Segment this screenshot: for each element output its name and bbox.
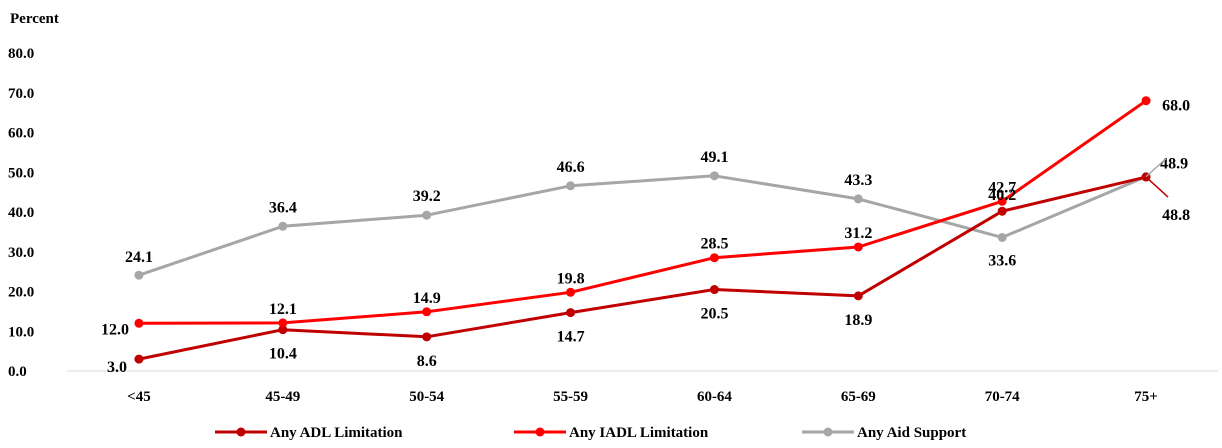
data-point [1141,96,1151,106]
legend-marker [823,427,833,437]
legend-label: Any ADL Limitation [270,425,403,441]
x-axis-ticks: <45 45-49 50-54 55-59 60-64 65-69 70-74 75+ [127,389,1158,405]
legend-marker [236,427,246,437]
data-point [853,291,863,301]
x-tick-label: 65-69 [841,389,876,405]
y-tick-label: 40.0 [8,205,34,221]
data-point [853,194,863,204]
data-point [997,196,1007,206]
data-label: 8.6 [417,353,437,370]
series-line [138,174,1147,277]
data-point [422,307,432,317]
leader-line [1145,176,1169,198]
data-point [566,181,576,191]
data-point [853,242,863,252]
data-label: 43.3 [844,172,872,189]
data-point [134,270,144,280]
data-point [709,171,719,181]
y-tick-label: 20.0 [8,285,34,301]
data-label: 18.9 [844,312,872,329]
y-tick-label: 70.0 [8,86,34,102]
data-point [997,206,1007,216]
data-point [997,232,1007,242]
x-tick-label: 50-54 [409,389,444,405]
y-axis-ticks: 0.0 10.0 20.0 30.0 40.0 50.0 60.0 70.0 80.0 [8,46,34,380]
leader-line [1145,158,1167,178]
y-tick-label: 80.0 [8,46,34,62]
x-tick-label: 60-64 [697,389,732,405]
y-tick-label: 0.0 [8,364,27,380]
data-label: 42.7 [988,179,1016,196]
data-point [278,325,288,335]
data-point [134,354,144,364]
x-tick-label: 75+ [1134,389,1158,405]
data-label: 36.4 [269,199,297,216]
data-label: 46.6 [557,159,585,176]
series-line [138,175,1147,361]
data-label: 68.0 [1162,98,1190,115]
data-label: 14.9 [413,290,441,307]
legend-label: Any IADL Limitation [569,425,709,441]
data-point [422,210,432,220]
series-line [138,99,1147,325]
y-tick-label: 30.0 [8,245,34,261]
legend-label: Any Aid Support [857,425,966,441]
data-label: 31.2 [844,225,872,242]
data-label: 12.0 [101,321,129,338]
data-point [709,253,719,263]
x-tick-label: 45-49 [265,389,300,405]
legend: Any ADL Limitation Any IADL Limitation Any… [215,425,966,441]
data-label: 24.1 [125,249,153,266]
data-label: 3.0 [107,359,127,376]
data-label: 19.8 [557,270,585,287]
x-tick-label: 55-59 [553,389,588,405]
data-point [278,221,288,231]
data-label: 14.7 [557,329,585,346]
data-point [278,318,288,328]
data-label: 10.4 [269,346,297,363]
data-point [709,285,719,295]
data-label: 20.5 [700,306,728,323]
data-labels: 3.0 10.4 8.6 14.7 20.5 18.9 40.2 48.8 12.0 12.1 14… [101,98,1190,376]
data-label: 48.8 [1162,207,1190,224]
data-label: 33.6 [988,252,1016,269]
data-label: 48.9 [1160,156,1188,173]
data-point [566,287,576,297]
y-tick-label: 60.0 [8,126,34,142]
x-tick-label: <45 [127,389,151,405]
data-point [566,308,576,318]
y-tick-label: 10.0 [8,324,34,340]
x-tick-label: 70-74 [985,389,1020,405]
data-label: 12.1 [269,301,297,318]
data-point [422,332,432,342]
legend-marker [535,427,545,437]
data-label: 40.2 [988,187,1016,204]
data-label: 49.1 [700,149,728,166]
data-point [134,318,144,328]
data-label: 39.2 [413,188,441,205]
y-tick-label: 50.0 [8,165,34,181]
data-label: 28.5 [700,236,728,253]
series-lines [134,96,1151,364]
y-axis-label: Percent [10,11,59,27]
